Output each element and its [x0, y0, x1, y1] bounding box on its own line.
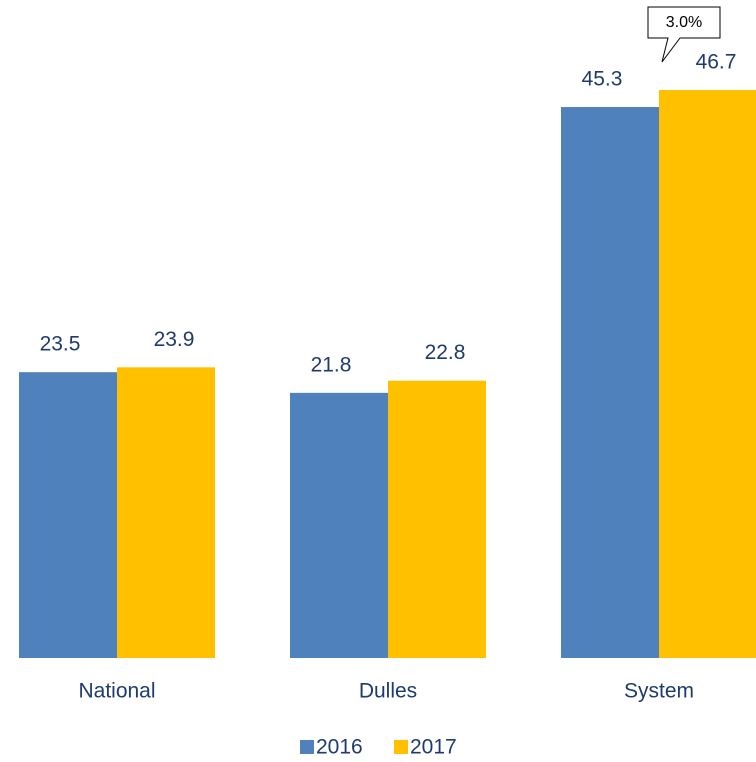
- legend-swatch: [394, 740, 408, 754]
- legend-label: 2017: [410, 736, 457, 759]
- value-label: 23.9: [154, 328, 195, 351]
- value-label: 22.8: [425, 341, 466, 364]
- legend-label: 2016: [316, 736, 363, 759]
- x-tick-label: National: [78, 680, 155, 703]
- x-tick-label: Dulles: [359, 680, 417, 703]
- value-label: 21.8: [311, 353, 352, 376]
- value-label: 46.7: [696, 51, 737, 74]
- annotation: 3.0%: [666, 14, 702, 31]
- bar: [117, 367, 215, 658]
- bar: [659, 90, 756, 658]
- value-label: 45.3: [582, 68, 623, 91]
- bar: [388, 380, 486, 658]
- x-tick-label: System: [624, 680, 694, 703]
- bar: [561, 107, 659, 659]
- bar: [290, 392, 388, 658]
- value-label: 23.5: [40, 333, 81, 356]
- annotation-callout: [647, 6, 721, 63]
- bar: [19, 372, 117, 658]
- legend-swatch: [300, 740, 314, 754]
